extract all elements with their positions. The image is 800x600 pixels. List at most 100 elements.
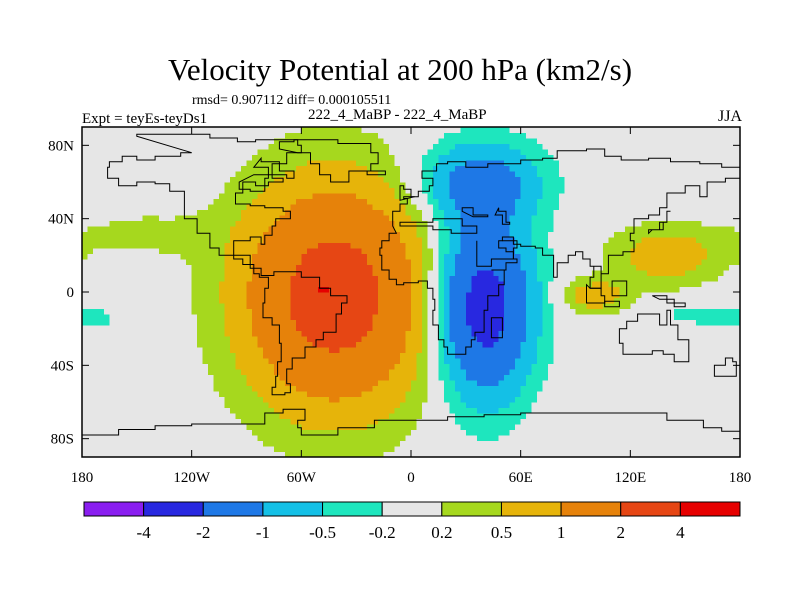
field-cell: [378, 308, 385, 315]
field-cell: [114, 325, 121, 332]
field-cell: [208, 270, 215, 277]
field-cell: [438, 391, 445, 398]
field-cell: [548, 435, 555, 442]
field-cell: [241, 237, 248, 244]
field-cell: [586, 336, 593, 343]
field-cell: [734, 341, 741, 348]
field-cell: [191, 286, 198, 293]
field-cell: [591, 325, 599, 332]
field-cell: [509, 264, 516, 271]
field-cell: [482, 242, 489, 249]
field-cell: [630, 242, 637, 249]
field-cell: [619, 242, 626, 249]
field-cell: [630, 237, 637, 244]
field-cell: [635, 369, 642, 376]
field-cell: [350, 325, 357, 332]
field-cell: [147, 325, 154, 332]
field-cell: [125, 407, 132, 414]
field-cell: [180, 308, 187, 315]
field-cell: [416, 336, 423, 343]
field-cell: [339, 253, 346, 260]
field-cell: [504, 281, 511, 288]
field-cell: [372, 253, 379, 260]
field-cell: [153, 275, 160, 282]
field-cell: [131, 347, 138, 354]
field-cell: [367, 413, 374, 420]
field-cell: [323, 413, 330, 420]
field-cell: [262, 380, 270, 387]
field-cell: [668, 292, 675, 299]
field-cell: [580, 314, 588, 321]
field-cell: [537, 418, 544, 425]
field-cell: [646, 391, 653, 398]
field-cell: [443, 446, 450, 453]
field-cell: [323, 418, 330, 425]
field-cell: [284, 325, 291, 332]
field-cell: [685, 319, 692, 326]
field-cell: [438, 429, 445, 436]
field-cell: [416, 253, 423, 260]
field-cell: [537, 270, 544, 277]
field-cell: [449, 352, 456, 359]
field-cell: [262, 314, 270, 321]
field-cell: [284, 418, 291, 425]
field-cell: [394, 446, 401, 453]
field-cell: [98, 308, 105, 315]
field-cell: [416, 259, 423, 266]
field-cell: [367, 314, 374, 321]
field-cell: [213, 380, 220, 387]
field-cell: [608, 270, 615, 277]
field-cell: [542, 314, 549, 321]
field-cell: [487, 314, 494, 321]
field-cell: [279, 402, 286, 409]
field-cell: [378, 330, 385, 337]
field-cell: [707, 391, 714, 398]
field-cell: [438, 413, 445, 420]
field-cell: [597, 380, 604, 387]
field-cell: [531, 319, 538, 326]
field-cell: [213, 292, 220, 299]
field-cell: [334, 424, 341, 431]
field-cell: [504, 391, 511, 398]
field-cell: [624, 336, 631, 343]
field-cell: [608, 314, 615, 321]
field-cell: [400, 424, 407, 431]
field-cell: [235, 435, 242, 442]
field-cell: [405, 253, 412, 260]
field-cell: [175, 440, 182, 447]
field-cell: [657, 314, 664, 321]
field-cell: [147, 259, 154, 266]
field-cell: [641, 418, 648, 425]
field-cell: [421, 281, 429, 288]
field-cell: [328, 413, 335, 420]
field-cell: [591, 358, 599, 365]
field-cell: [120, 330, 127, 337]
field-cell: [432, 226, 440, 233]
field-cell: [279, 385, 286, 392]
field-cell: [734, 281, 741, 288]
field-cell: [696, 358, 703, 365]
field-cell: [685, 347, 692, 354]
field-cell: [180, 242, 187, 249]
field-cell: [476, 336, 483, 343]
field-cell: [411, 231, 418, 238]
field-cell: [707, 358, 714, 365]
field-cell: [416, 297, 423, 304]
field-cell: [701, 325, 708, 332]
field-cell: [180, 237, 187, 244]
field-cell: [421, 407, 429, 414]
field-cell: [531, 380, 538, 387]
field-cell: [251, 275, 259, 282]
field-cell: [723, 248, 730, 255]
field-cell: [630, 231, 637, 238]
field-cell: [246, 358, 253, 365]
field-cell: [570, 352, 577, 359]
field-cell: [668, 435, 675, 442]
field-cell: [465, 363, 472, 370]
field-cell: [317, 237, 324, 244]
field-cell: [504, 363, 511, 370]
field-cell: [723, 396, 730, 403]
field-cell: [361, 330, 368, 337]
field-cell: [465, 325, 472, 332]
field-cell: [559, 314, 566, 321]
